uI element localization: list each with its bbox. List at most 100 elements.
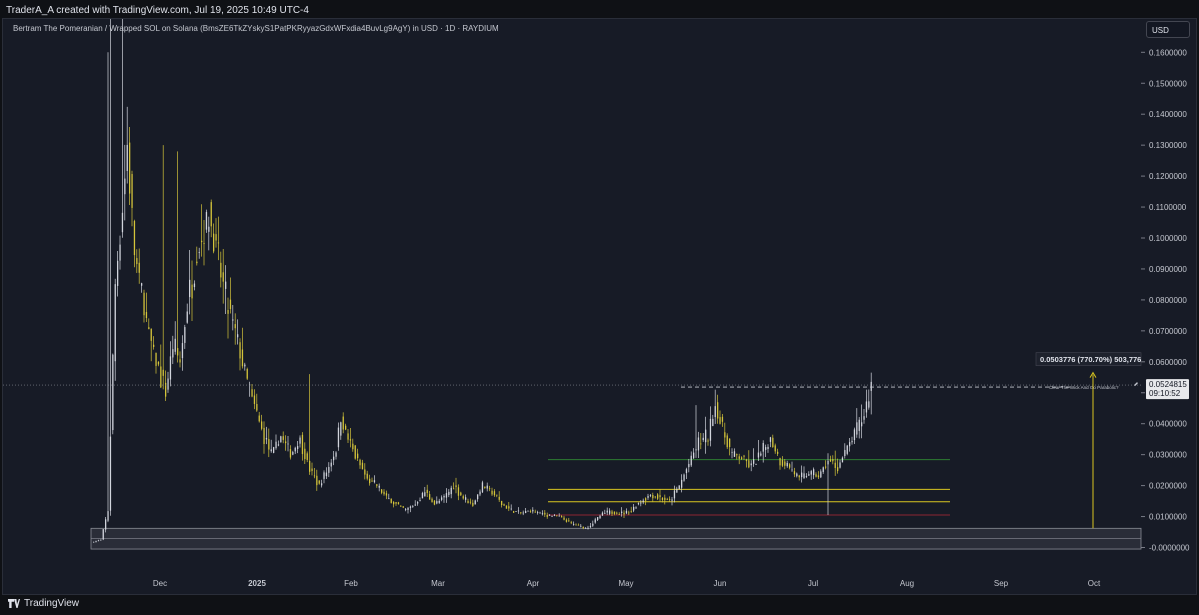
candle-body — [232, 319, 234, 321]
candle-body — [121, 212, 124, 233]
tradingview-logo[interactable]: TradingView — [8, 598, 79, 609]
candle-body — [325, 472, 328, 477]
x-axis-tick-label: Oct — [1088, 579, 1101, 588]
candle-body — [210, 202, 212, 227]
candle-body — [726, 435, 728, 448]
candle-body — [484, 486, 486, 489]
y-axis-tick-label: 0.0300000 — [1149, 451, 1187, 460]
measure-label: 0.0503776 (770.70%) 503,776 — [1040, 355, 1141, 364]
candle-body — [805, 476, 808, 477]
candle-body — [791, 469, 793, 471]
candle-body — [712, 418, 714, 427]
candle-body — [649, 495, 652, 496]
watermark-header: TraderA_A created with TradingView.com, … — [6, 5, 309, 16]
candle-body — [695, 449, 697, 451]
candle-body — [534, 511, 536, 513]
candle-body — [621, 511, 623, 513]
candle-body — [364, 469, 366, 475]
candle-body — [342, 416, 344, 430]
candle-body — [126, 144, 128, 171]
candle-body — [820, 471, 822, 478]
candle-body — [131, 174, 133, 208]
candle-body — [455, 485, 457, 488]
candle-body — [407, 507, 409, 510]
candle-body — [664, 497, 666, 501]
candle-body — [796, 473, 798, 477]
candle-body — [750, 463, 752, 466]
candle-body — [371, 480, 373, 482]
candle-body — [193, 283, 196, 288]
candle-body — [150, 328, 152, 341]
candle-body — [738, 456, 740, 459]
y-axis-tick-label: 0.1600000 — [1149, 48, 1187, 57]
candle-body — [352, 443, 354, 450]
candle-body — [707, 440, 709, 442]
y-axis-tick-label: 0.1200000 — [1149, 172, 1187, 181]
candle-body — [561, 516, 563, 518]
candlestick-chart[interactable]: 0.1600000 0.1500000 0.1400000 0.1300000 0.12… — [3, 19, 1197, 595]
candle-body — [390, 498, 392, 503]
candle-body — [808, 474, 810, 476]
candle-body — [417, 502, 419, 504]
y-axis-tick-label: 0.0100000 — [1149, 513, 1187, 522]
candle-body — [532, 509, 534, 512]
candle-body — [100, 539, 102, 541]
candle-body — [393, 501, 395, 505]
candle-body — [287, 443, 289, 445]
candle-body — [645, 498, 647, 501]
candle-body — [323, 472, 325, 479]
candle-body — [340, 422, 342, 436]
candle-body — [467, 500, 469, 504]
candle-body — [801, 472, 803, 478]
candle-body — [301, 434, 304, 455]
candle-body — [597, 517, 599, 521]
candle-body — [786, 462, 788, 467]
candle-body — [510, 508, 512, 510]
candle-body — [309, 460, 311, 472]
candle-body — [585, 528, 587, 529]
currency-button[interactable]: USD — [1146, 21, 1190, 38]
candle-body — [165, 382, 167, 397]
candle-body — [688, 463, 690, 468]
candle-body — [234, 324, 236, 329]
x-axis-tick-label: Sep — [994, 579, 1009, 588]
candle-body — [642, 500, 644, 503]
annotation-text: Clear The Wick And Go Parabolic? — [1049, 385, 1119, 390]
y-axis-tick-label: 0.0200000 — [1149, 482, 1187, 491]
candle-body — [673, 490, 676, 499]
candle-body — [112, 354, 114, 431]
candle-body — [448, 491, 450, 496]
candle-body — [205, 212, 208, 230]
candle-body — [472, 502, 474, 506]
candle-body — [568, 520, 570, 522]
candle-body — [813, 469, 815, 476]
candle-body — [594, 519, 596, 523]
candle-body — [181, 343, 184, 359]
chart-pane[interactable]: 0.1600000 0.1500000 0.1400000 0.1300000 0.12… — [2, 18, 1197, 595]
candle-body — [498, 496, 500, 500]
candle-body — [445, 493, 448, 498]
candle-body — [700, 443, 702, 445]
y-axis-tick-label: 0.1300000 — [1149, 141, 1187, 150]
candle-body — [630, 510, 632, 512]
x-axis-tick-label: Feb — [344, 579, 358, 588]
y-axis-tick-label: 0.0600000 — [1149, 358, 1187, 367]
candle-body — [177, 348, 179, 356]
candle-body — [697, 437, 700, 451]
candle-body — [731, 451, 733, 453]
candle-body — [721, 416, 724, 422]
candle-body — [157, 361, 160, 365]
candle-body — [496, 494, 498, 496]
candle-body — [817, 475, 820, 478]
candle-body — [522, 512, 524, 514]
candle-body — [544, 512, 546, 515]
x-axis-tick-label: May — [618, 579, 633, 588]
candle-body — [174, 338, 176, 352]
candle-body — [515, 511, 517, 512]
candle-body — [383, 491, 385, 495]
candle-body — [208, 226, 210, 232]
candle-body — [328, 467, 330, 473]
candle-body — [335, 452, 337, 457]
candle-body — [733, 451, 736, 457]
last-price-label-box — [1146, 379, 1189, 400]
